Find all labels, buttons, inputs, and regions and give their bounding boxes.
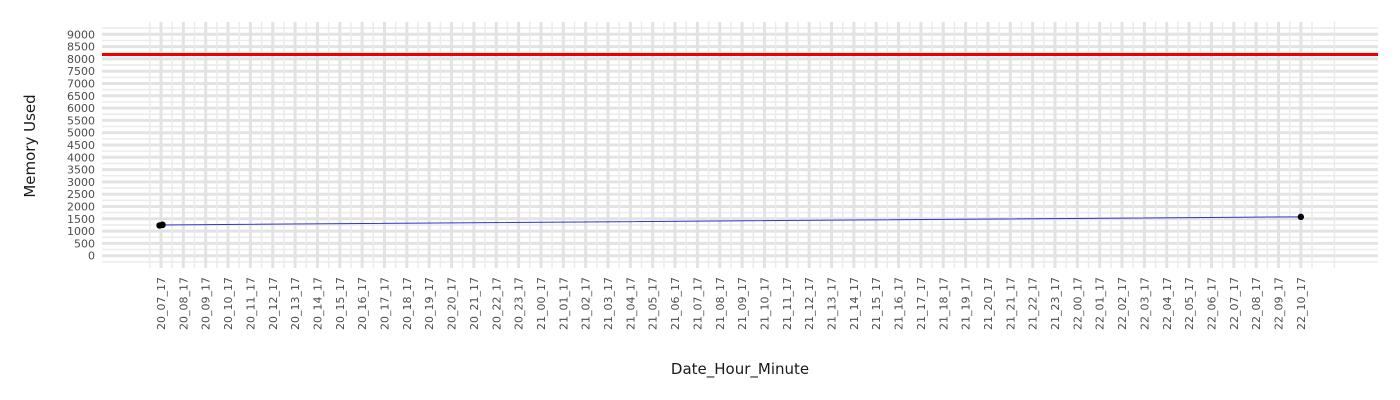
x-tick-label: 20_16_17 bbox=[356, 277, 369, 330]
grid bbox=[102, 22, 1378, 268]
x-tick-label: 20_18_17 bbox=[401, 277, 414, 330]
x-tick-label: 21_14_17 bbox=[848, 277, 861, 330]
x-tick-label: 20_15_17 bbox=[334, 277, 347, 330]
y-tick-label: 8000 bbox=[67, 53, 95, 66]
x-tick-label: 21_05_17 bbox=[647, 277, 660, 330]
x-tick-label: 21_12_17 bbox=[803, 277, 816, 330]
y-tick-label: 9000 bbox=[67, 28, 95, 41]
x-tick-label: 22_09_17 bbox=[1273, 277, 1286, 330]
y-tick-label: 3500 bbox=[67, 164, 95, 177]
x-axis-ticks: 20_07_17 20_08_17 20_09_17 20_10_17 20_11_17… bbox=[155, 277, 1308, 330]
y-tick-label: 4000 bbox=[67, 151, 95, 164]
x-tick-label: 21_01_17 bbox=[557, 277, 570, 330]
x-tick-label: 21_19_17 bbox=[960, 277, 973, 330]
y-tick-label: 0 bbox=[88, 250, 95, 263]
x-tick-label: 20_23_17 bbox=[513, 277, 526, 330]
x-tick-label: 22_10_17 bbox=[1295, 277, 1308, 330]
y-tick-label: 7500 bbox=[67, 65, 95, 78]
y-tick-label: 8500 bbox=[67, 41, 95, 54]
x-tick-label: 20_19_17 bbox=[423, 277, 436, 330]
x-tick-label: 21_22_17 bbox=[1027, 277, 1040, 330]
y-tick-label: 6000 bbox=[67, 102, 95, 115]
series-group bbox=[156, 213, 1305, 229]
data-point bbox=[159, 221, 166, 229]
x-tick-label: 20_10_17 bbox=[222, 277, 235, 330]
y-tick-label: 5000 bbox=[67, 127, 95, 140]
x-tick-label: 21_04_17 bbox=[624, 277, 637, 330]
x-tick-label: 20_17_17 bbox=[379, 277, 392, 330]
y-tick-label: 7000 bbox=[67, 78, 95, 91]
x-tick-label: 20_12_17 bbox=[267, 277, 280, 330]
x-tick-label: 21_13_17 bbox=[826, 277, 839, 330]
x-tick-label: 22_06_17 bbox=[1205, 277, 1218, 330]
y-axis-ticks: 0500100015002000250030003500400045005000… bbox=[67, 28, 95, 262]
x-tick-label: 22_02_17 bbox=[1116, 277, 1129, 330]
x-tick-label: 21_17_17 bbox=[915, 277, 928, 330]
x-tick-label: 21_11_17 bbox=[781, 277, 794, 330]
x-tick-label: 21_15_17 bbox=[870, 277, 883, 330]
y-tick-label: 1000 bbox=[67, 225, 95, 238]
x-tick-label: 22_01_17 bbox=[1094, 277, 1107, 330]
x-tick-label: 22_05_17 bbox=[1183, 277, 1196, 330]
y-axis-title: Memory Used bbox=[21, 94, 39, 197]
y-tick-label: 4500 bbox=[67, 139, 95, 152]
y-tick-label: 3000 bbox=[67, 176, 95, 189]
x-tick-label: 20_22_17 bbox=[490, 277, 503, 330]
y-tick-label: 6500 bbox=[67, 90, 95, 103]
x-tick-label: 21_02_17 bbox=[580, 277, 593, 330]
x-tick-label: 20_11_17 bbox=[244, 277, 257, 330]
x-tick-label: 21_18_17 bbox=[937, 277, 950, 330]
x-tick-label: 22_08_17 bbox=[1250, 277, 1263, 330]
x-tick-label: 22_03_17 bbox=[1138, 277, 1151, 330]
x-tick-label: 21_20_17 bbox=[982, 277, 995, 330]
x-tick-label: 20_09_17 bbox=[200, 277, 213, 330]
x-tick-label: 21_03_17 bbox=[602, 277, 615, 330]
x-tick-label: 22_07_17 bbox=[1228, 277, 1241, 330]
x-tick-label: 21_07_17 bbox=[691, 277, 704, 330]
x-tick-label: 20_20_17 bbox=[446, 277, 459, 330]
x-tick-label: 22_04_17 bbox=[1161, 277, 1174, 330]
x-tick-label: 21_16_17 bbox=[893, 277, 906, 330]
x-tick-label: 20_14_17 bbox=[311, 277, 324, 330]
x-tick-label: 20_21_17 bbox=[468, 277, 481, 330]
x-tick-label: 22_00_17 bbox=[1071, 277, 1084, 330]
x-tick-label: 21_23_17 bbox=[1049, 277, 1062, 330]
y-tick-label: 2500 bbox=[67, 188, 95, 201]
y-tick-label: 1500 bbox=[67, 213, 95, 226]
y-tick-label: 5500 bbox=[67, 114, 95, 127]
x-tick-label: 21_08_17 bbox=[714, 277, 727, 330]
x-tick-label: 21_21_17 bbox=[1004, 277, 1017, 330]
x-tick-label: 21_00_17 bbox=[535, 277, 548, 330]
x-tick-label: 20_07_17 bbox=[155, 277, 168, 330]
x-tick-label: 20_13_17 bbox=[289, 277, 302, 330]
x-tick-label: 21_09_17 bbox=[736, 277, 749, 330]
y-tick-label: 2000 bbox=[67, 201, 95, 214]
x-tick-label: 20_08_17 bbox=[177, 277, 190, 330]
x-tick-label: 21_10_17 bbox=[758, 277, 771, 330]
x-tick-label: 21_06_17 bbox=[669, 277, 682, 330]
x-axis-title: Date_Hour_Minute bbox=[671, 360, 809, 379]
data-point bbox=[1297, 213, 1305, 221]
y-tick-label: 500 bbox=[74, 237, 95, 250]
